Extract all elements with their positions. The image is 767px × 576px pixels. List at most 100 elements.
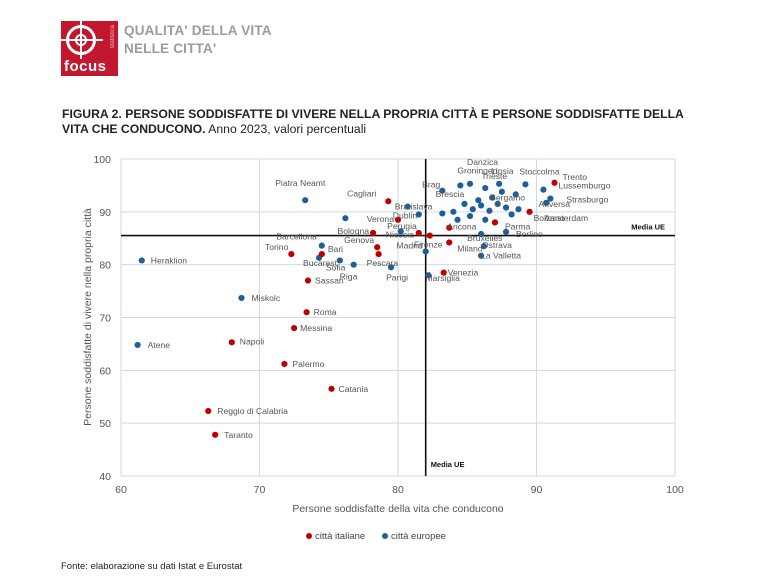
data-point <box>212 431 219 438</box>
point-label: Amsterdam <box>544 213 588 223</box>
point-label: La Valletta <box>481 251 521 261</box>
data-point <box>551 179 558 186</box>
point-label: Parma <box>505 221 531 231</box>
data-point <box>328 385 335 392</box>
data-point <box>494 200 501 208</box>
point-label: Bolzano <box>534 213 565 223</box>
data-point <box>547 195 554 202</box>
data-point <box>478 252 485 259</box>
data-point <box>394 216 402 223</box>
point-label: Piatra Neamt <box>275 178 326 188</box>
data-point <box>457 182 464 189</box>
point-label: Lipsia <box>491 166 514 176</box>
y-axis-label: Persone soddisfatte di vivere nella prop… <box>82 208 94 426</box>
point-label: Cagliari <box>347 188 376 198</box>
data-point <box>228 339 235 346</box>
data-point <box>318 251 325 258</box>
point-label: Strasburgo <box>566 195 608 205</box>
chart-grid <box>120 158 676 477</box>
data-point <box>498 188 505 195</box>
point-label: Venezia <box>448 268 479 278</box>
data-point <box>450 208 457 215</box>
legend-label: città italiane <box>315 531 365 542</box>
data-point <box>540 186 547 193</box>
data-point <box>375 251 382 258</box>
point-label: Trieste <box>481 171 507 181</box>
x-axis-label: Persone soddisfatte della vita che condu… <box>292 503 503 515</box>
data-point <box>318 242 325 249</box>
data-point <box>491 219 499 226</box>
point-label: Messina <box>300 323 332 333</box>
point-label: Dublin <box>393 210 418 220</box>
point-label: Milano <box>457 243 483 253</box>
data-point <box>426 232 433 239</box>
figure-title-bold: FIGURA 2. PERSONE SODDISFATTE DI VIVERE … <box>62 107 684 136</box>
y-tick-label: 100 <box>93 154 111 166</box>
point-label: Barcellona <box>276 232 317 242</box>
figure-title-rest: Anno 2023, valori percentuali <box>205 122 367 136</box>
point-label: Bologna <box>338 226 370 236</box>
point-label: Riga <box>340 272 358 282</box>
data-point <box>302 197 309 204</box>
data-point <box>515 206 522 213</box>
data-point <box>475 197 482 204</box>
data-point <box>425 272 432 279</box>
point-label: Bergamo <box>490 193 525 203</box>
data-point <box>439 210 446 217</box>
data-point <box>439 187 446 194</box>
x-tick-label: 60 <box>115 484 127 496</box>
x-tick-label: 90 <box>531 484 543 496</box>
legend-marker <box>306 533 312 539</box>
data-point <box>440 269 447 276</box>
data-point <box>512 191 519 198</box>
point-label: Parigi <box>386 272 408 282</box>
point-label: Perugia <box>387 221 417 231</box>
point-label: Berlino <box>516 229 543 239</box>
legend-label: città europee <box>391 531 446 542</box>
point-label: Verona <box>367 214 394 224</box>
point-label: Brescia <box>436 189 465 199</box>
point-label: Pescara <box>367 258 399 268</box>
data-point <box>374 244 381 251</box>
data-point <box>404 203 411 210</box>
focus-logo: focus statistica <box>61 21 118 76</box>
data-point <box>288 251 295 258</box>
data-point <box>522 181 529 188</box>
data-point <box>480 243 487 250</box>
point-label: Firenze <box>414 240 443 250</box>
data-point <box>489 194 496 201</box>
data-point <box>482 216 489 223</box>
data-point <box>543 199 550 206</box>
data-point <box>238 294 245 302</box>
data-point <box>508 211 515 218</box>
point-label: Taranto <box>224 430 253 440</box>
data-point <box>134 341 141 349</box>
data-point <box>478 202 485 209</box>
chart-legend: città italiane città europee <box>306 531 446 542</box>
point-label: Genova <box>344 235 374 245</box>
media-ue-y-label: Media UE <box>631 223 665 232</box>
chart-ticks: 60 70 80 90 100 40 50 60 70 80 90 100 <box>93 154 683 496</box>
point-label: Bratislava <box>395 202 433 212</box>
data-point <box>466 212 474 220</box>
data-point <box>502 228 510 236</box>
y-tick-label: 60 <box>99 365 111 377</box>
data-point <box>446 224 453 231</box>
x-tick-label: 100 <box>666 484 684 496</box>
point-label: Ostrava <box>482 240 512 250</box>
header-title-line1: QUALITA' DELLA VITA <box>124 23 272 38</box>
header-title-line2: NELLE CITTA' <box>124 41 217 56</box>
data-point <box>350 261 357 268</box>
data-point <box>397 228 404 235</box>
chart-points <box>134 179 558 438</box>
data-point <box>478 230 485 238</box>
data-point <box>385 198 392 205</box>
data-point <box>486 207 493 214</box>
data-point <box>469 206 476 213</box>
point-label: Sofia <box>326 262 346 272</box>
data-point <box>454 216 461 223</box>
data-point <box>466 180 474 187</box>
data-point <box>281 360 288 368</box>
